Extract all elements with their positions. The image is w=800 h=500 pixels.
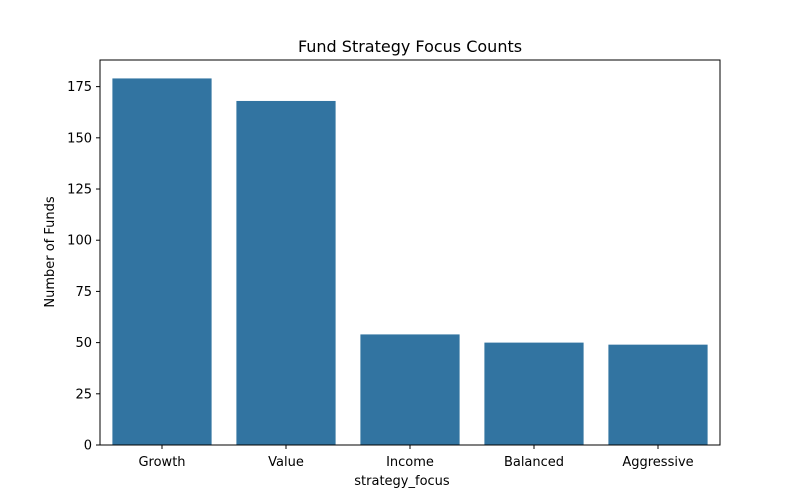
y-tick-label: 75 [75, 285, 92, 300]
chart-title: Fund Strategy Focus Counts [298, 37, 522, 56]
x-tick-label: Aggressive [622, 455, 693, 470]
y-tick-label: 25 [75, 387, 92, 402]
bar-income [360, 334, 460, 445]
y-tick-label: 0 [84, 439, 92, 454]
y-axis-label: Number of Funds [43, 196, 58, 308]
x-tick-label: Income [386, 455, 434, 470]
bar-value [236, 100, 336, 445]
bar-growth [112, 78, 212, 446]
y-tick-label: 100 [67, 234, 92, 249]
y-tick-label: 175 [67, 80, 92, 95]
bar-balanced [484, 342, 584, 445]
x-tick-label: Balanced [504, 455, 564, 470]
y-tick-label: 125 [67, 183, 92, 198]
y-tick-label: 50 [75, 336, 92, 351]
bar-aggressive [608, 344, 708, 445]
x-axis-label: strategy_focus [354, 474, 450, 489]
x-tick-label: Growth [138, 455, 185, 470]
y-tick-label: 150 [67, 131, 92, 146]
y-axis: 0 25 50 75 100 125 150 175 [67, 80, 100, 454]
plot-frame [99, 59, 721, 446]
x-tick-label: Value [268, 455, 304, 470]
bars-layer [112, 78, 708, 446]
x-axis: Growth Value Income Balanced Aggressive [138, 445, 694, 470]
